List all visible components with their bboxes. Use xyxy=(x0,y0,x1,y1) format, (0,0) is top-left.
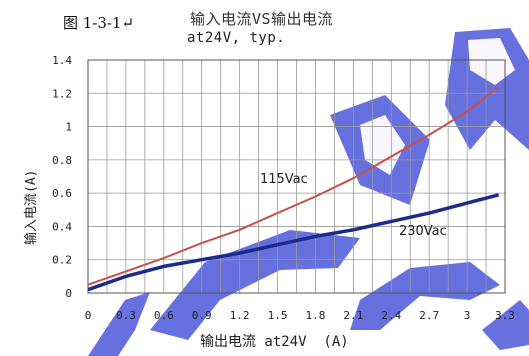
x-tick-label: 1.8 xyxy=(306,309,326,322)
y-tick-label: 0.4 xyxy=(52,220,72,233)
x-axis-ticks: 0 0.3 0.6 0.9 1.2 1.5 1.8 2.1 2.4 2.7 3 3.3 xyxy=(85,309,515,322)
y-tick-label: 0.6 xyxy=(52,187,72,200)
series-line-230vac xyxy=(87,193,500,292)
x-tick-label: 2.4 xyxy=(381,309,401,322)
x-tick-label: 3 xyxy=(464,309,471,322)
chart-title: 输入电流VS输出电流 xyxy=(190,10,334,28)
series-lines xyxy=(87,85,500,292)
x-tick-label: 3.3 xyxy=(495,309,515,322)
figure-label: 图 1-3-1↵ xyxy=(63,14,135,32)
y-tick-label: 0.8 xyxy=(52,154,72,167)
x-tick-label: 1.5 xyxy=(268,309,288,322)
chart-subtitle: at24V, typ. xyxy=(187,30,286,46)
series-label-115vac: 115Vac xyxy=(260,172,308,187)
x-tick-label: 1.2 xyxy=(230,309,250,322)
y-axis-label: 输入电流(A) xyxy=(24,169,39,245)
x-tick-label: 2.7 xyxy=(419,309,439,322)
x-tick-label: 0.9 xyxy=(192,309,212,322)
series-label-230vac: 230Vac xyxy=(399,224,447,239)
y-tick-label: 0.2 xyxy=(52,254,72,267)
series-line-115vac xyxy=(87,85,500,286)
y-axis-ticks: 0 0.2 0.4 0.6 0.8 1 1.2 1.4 xyxy=(52,54,72,300)
x-tick-label: 0.3 xyxy=(116,309,136,322)
x-axis-label: 输出电流 at24V (A) xyxy=(200,334,349,350)
series-annotations: 115Vac 230Vac xyxy=(260,172,447,239)
plot-frame xyxy=(87,59,506,294)
x-tick-label: 0 xyxy=(85,309,92,322)
y-tick-label: 1.2 xyxy=(52,87,72,100)
x-tick-label: 2.1 xyxy=(343,309,363,322)
y-tick-label: 1.4 xyxy=(52,54,72,67)
y-tick-label: 0 xyxy=(65,287,72,300)
y-tick-label: 1 xyxy=(65,121,72,134)
x-tick-label: 0.6 xyxy=(154,309,174,322)
